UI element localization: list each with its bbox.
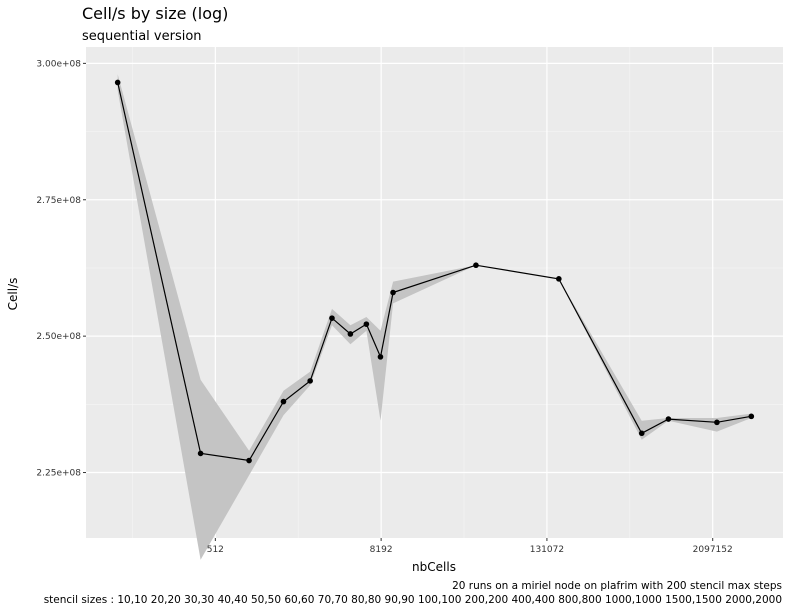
grid-minor <box>86 47 783 538</box>
data-point <box>473 262 479 269</box>
y-tick-label: 2.50e+08 <box>36 332 81 342</box>
data-point <box>390 289 396 296</box>
x-tick-label: 131072 <box>530 545 564 555</box>
data-point <box>748 413 755 420</box>
data-point <box>665 416 672 422</box>
caption-stencil-sizes: stencil sizes : 10,10 20,20 30,30 40,40 … <box>43 594 782 606</box>
series-line <box>117 82 752 462</box>
caption-runs: 20 runs on a miriel node on plafrim with… <box>452 580 782 592</box>
x-axis: 512 8192 131072 2097152 <box>207 538 733 555</box>
data-point <box>307 378 313 384</box>
data-point <box>114 79 121 86</box>
data-point <box>246 457 252 464</box>
data-point <box>197 450 204 457</box>
y-tick-label: 3.00e+08 <box>36 59 81 69</box>
data-point <box>638 430 645 437</box>
y-axis-title: Cell/s <box>6 278 20 311</box>
y-axis: 2.25e+08 2.50e+08 2.75e+08 3.00e+08 <box>36 59 86 479</box>
x-tick-label: 2097152 <box>693 545 733 555</box>
data-point <box>556 276 562 282</box>
point-layer <box>114 79 755 464</box>
data-point <box>329 315 335 321</box>
line-layer <box>117 82 752 462</box>
data-point <box>347 331 354 337</box>
y-tick-label: 2.25e+08 <box>36 469 81 479</box>
y-tick-label: 2.75e+08 <box>36 196 81 206</box>
data-point <box>363 321 370 327</box>
chart-subtitle: sequential version <box>82 29 202 44</box>
chart-title: Cell/s by size (log) <box>82 4 229 23</box>
x-tick-label: 512 <box>207 545 224 555</box>
x-axis-title: nbCells <box>412 560 456 574</box>
data-point <box>280 398 287 405</box>
x-tick-label: 8192 <box>370 545 393 555</box>
data-point <box>714 419 720 426</box>
data-point <box>377 354 384 360</box>
